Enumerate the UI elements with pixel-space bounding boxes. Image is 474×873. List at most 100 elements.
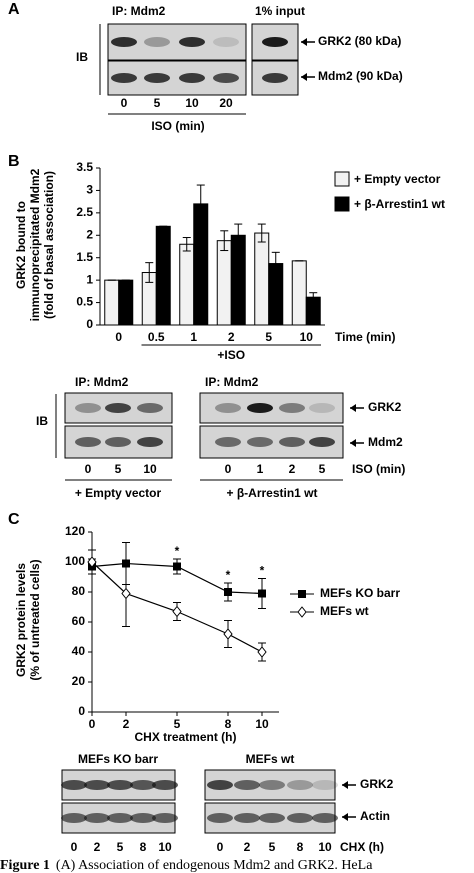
arrow-head	[342, 781, 348, 789]
band	[152, 780, 178, 790]
bar	[118, 279, 134, 326]
lane-label: 0	[225, 462, 232, 476]
x-tick-label: 0	[115, 330, 122, 344]
band	[213, 73, 239, 83]
band	[107, 780, 133, 790]
blot-title: MEFs wt	[246, 752, 295, 766]
x-tick-label: 1	[190, 330, 197, 344]
band	[111, 37, 137, 47]
marker	[172, 605, 182, 618]
ip-label: IP: Mdm2	[75, 375, 129, 389]
band	[287, 813, 313, 823]
marker	[87, 556, 97, 568]
lane-label: 10	[143, 462, 157, 476]
y-axis-label: GRK2 bound to	[14, 201, 28, 289]
bar	[179, 243, 195, 326]
lane-label: 10	[185, 96, 199, 110]
band	[207, 813, 233, 823]
band-label: Mdm2	[368, 435, 403, 449]
lane-label: 10	[158, 840, 172, 854]
y-tick-label: 120	[65, 524, 85, 538]
y-tick-label: 1	[86, 272, 93, 286]
legend-swatch	[334, 196, 350, 212]
band	[215, 437, 241, 447]
band	[179, 37, 205, 47]
panel-label: B	[8, 153, 20, 170]
x-tick-label: 0	[89, 717, 96, 731]
x-tick-label: 5	[265, 330, 272, 344]
x-tick-label: 8	[225, 717, 232, 731]
band	[309, 437, 335, 447]
lane-axis: ISO (min)	[352, 462, 405, 476]
lane-label: 10	[318, 840, 332, 854]
band	[75, 437, 101, 447]
band-label: Actin	[360, 809, 390, 823]
legend-label: + β-Arrestin1 wt	[354, 197, 445, 211]
annotation: *	[175, 544, 180, 558]
band	[262, 73, 288, 83]
band	[279, 437, 305, 447]
annotation: *	[226, 568, 231, 582]
band	[84, 813, 110, 823]
band	[213, 37, 239, 47]
y-tick-label: 2	[86, 227, 93, 241]
marker	[223, 628, 233, 640]
bar	[254, 232, 270, 326]
band	[61, 813, 87, 823]
band	[144, 73, 170, 83]
band	[215, 403, 241, 413]
band	[179, 73, 205, 83]
lane-label: 2	[244, 840, 251, 854]
x-tick-label: 5	[174, 717, 181, 731]
band	[84, 780, 110, 790]
lane-label: 5	[319, 462, 326, 476]
legend-label: MEFs wt	[320, 604, 369, 618]
y-axis-label: immunoprecipitated Mdm2	[28, 168, 42, 321]
marker	[173, 562, 181, 571]
panel-label: C	[8, 511, 20, 528]
y-tick-label: 3	[86, 183, 93, 197]
band-label: Mdm2 (90 kDa)	[318, 69, 403, 83]
legend-label: + Empty vector	[354, 172, 441, 186]
x-axis-label: CHX treatment (h)	[134, 730, 236, 744]
bar	[291, 260, 307, 326]
band-label: GRK2	[360, 777, 394, 791]
lane-label: 0	[71, 840, 78, 854]
bar	[104, 279, 120, 326]
x-tick-label: 2	[123, 717, 130, 731]
band	[279, 403, 305, 413]
marker	[224, 588, 232, 596]
x-tick-label: 10	[255, 717, 269, 731]
band-label: GRK2	[368, 400, 402, 414]
ib-label: IB	[76, 50, 88, 64]
marker	[121, 587, 131, 600]
y-tick-label: 0	[86, 317, 93, 331]
band	[309, 403, 335, 413]
bar	[155, 225, 171, 326]
lane-label: 0	[85, 462, 92, 476]
band	[130, 780, 156, 790]
x-axis-label: Time (min)	[335, 330, 395, 344]
x-group-label: +ISO	[217, 348, 245, 362]
y-tick-label: 100	[65, 554, 85, 568]
y-axis-label: (% of untreated cells)	[28, 559, 42, 680]
band	[234, 780, 260, 790]
band	[152, 813, 178, 823]
ib-label: IB	[36, 414, 48, 428]
band	[234, 813, 260, 823]
blot-title: MEFs KO barr	[78, 752, 158, 766]
lane-label: 8	[297, 840, 304, 854]
condition-label: + β-Arrestin1 wt	[226, 486, 317, 500]
arrow-head	[350, 439, 356, 447]
lane-label: 5	[117, 840, 124, 854]
lane-label: 0	[217, 840, 224, 854]
condition-label: + Empty vector	[75, 486, 162, 500]
band	[105, 403, 131, 413]
input-label: 1% input	[255, 4, 305, 18]
marker	[258, 589, 266, 598]
lane-label: 8	[140, 840, 147, 854]
y-axis-label: GRK2 protein levels	[14, 563, 28, 677]
x-tick-label: 0.5	[148, 330, 165, 344]
lane-label: 1	[257, 462, 264, 476]
